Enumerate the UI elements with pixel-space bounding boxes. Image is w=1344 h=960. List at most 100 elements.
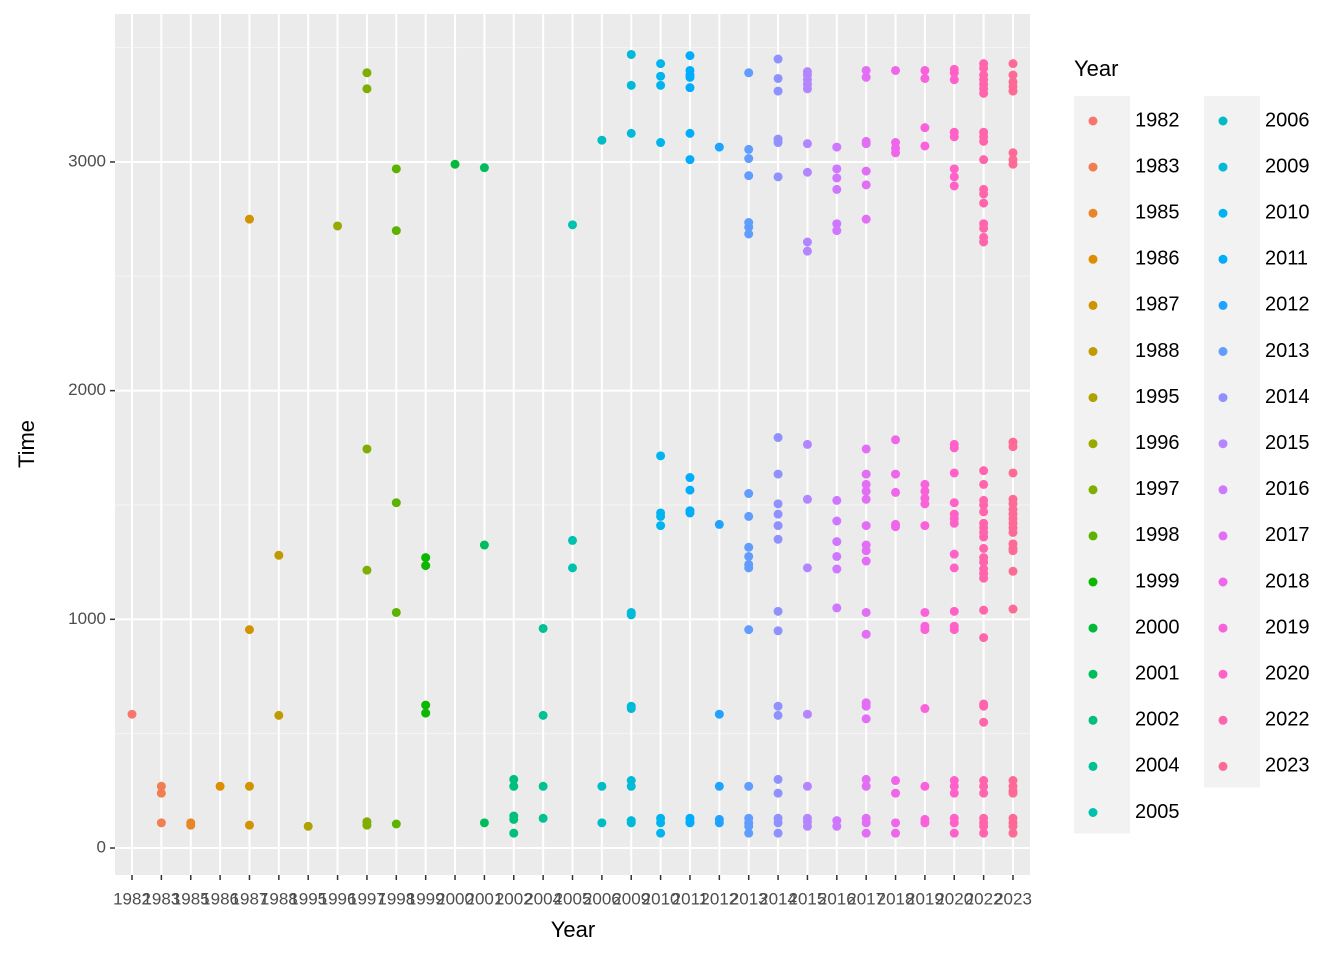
legend-label: 2001 — [1135, 662, 1180, 684]
point — [773, 710, 783, 720]
point — [832, 537, 842, 547]
x-tick-label: 2005 — [554, 889, 592, 908]
point — [979, 821, 989, 831]
point — [861, 139, 871, 149]
legend-label: 2009 — [1265, 155, 1310, 177]
point — [1008, 468, 1018, 478]
point — [861, 72, 871, 82]
x-tick-label: 2016 — [818, 889, 856, 908]
point — [861, 486, 871, 496]
point — [920, 818, 930, 828]
legend-label: 2018 — [1265, 570, 1310, 592]
point — [538, 623, 548, 633]
legend-key — [1218, 439, 1228, 449]
x-tick-label: 2011 — [672, 889, 709, 908]
grid — [115, 14, 1030, 875]
point — [773, 86, 783, 96]
point — [773, 774, 783, 784]
point — [832, 551, 842, 561]
point — [949, 172, 959, 182]
point — [744, 625, 754, 635]
point — [861, 166, 871, 176]
point — [509, 774, 519, 784]
point — [656, 521, 666, 531]
legend-key — [1218, 162, 1228, 172]
point — [949, 443, 959, 453]
point — [949, 788, 959, 798]
legend-key — [1088, 347, 1098, 356]
point — [773, 172, 783, 182]
point — [773, 54, 783, 64]
point — [274, 550, 284, 560]
point — [832, 516, 842, 526]
x-tick-label: 2023 — [994, 889, 1032, 908]
legend-key — [1218, 300, 1228, 310]
legend-key — [1088, 162, 1098, 172]
x-tick-label: 2022 — [965, 889, 1003, 908]
point — [773, 606, 783, 616]
legend-key-bg — [1204, 96, 1260, 788]
point — [626, 80, 636, 90]
legend-key — [1218, 623, 1228, 633]
x-tick-label: 1985 — [172, 889, 210, 908]
point — [744, 781, 754, 791]
point — [773, 521, 783, 531]
x-tick-label: 2017 — [847, 889, 885, 908]
point — [920, 123, 930, 133]
point — [156, 788, 166, 798]
point — [744, 68, 754, 78]
point — [244, 820, 254, 830]
point — [773, 534, 783, 544]
point — [1008, 442, 1018, 452]
point — [861, 774, 871, 784]
point — [949, 518, 959, 528]
point — [861, 65, 871, 75]
point — [979, 788, 989, 798]
point — [773, 788, 783, 798]
point — [891, 487, 901, 497]
point — [744, 144, 754, 154]
point — [979, 155, 989, 165]
point — [1008, 86, 1018, 96]
point — [979, 189, 989, 199]
point — [744, 229, 754, 239]
point — [949, 781, 959, 791]
point — [802, 237, 812, 247]
point — [1008, 546, 1018, 556]
point — [362, 565, 372, 575]
point — [920, 625, 930, 635]
legend-key — [1088, 531, 1098, 541]
x-tick-label: 1987 — [231, 889, 269, 908]
point — [244, 781, 254, 791]
point — [861, 607, 871, 617]
legend-key — [1218, 485, 1228, 495]
point — [773, 509, 783, 519]
legend-label: 1985 — [1135, 201, 1180, 223]
point — [509, 814, 519, 824]
legend-key — [1218, 577, 1228, 587]
legend-key — [1218, 347, 1228, 356]
point — [979, 88, 989, 98]
point — [861, 546, 871, 556]
point — [568, 220, 577, 230]
point — [773, 828, 783, 838]
x-tick-label: 2019 — [906, 889, 944, 908]
point — [509, 828, 519, 838]
point — [773, 469, 783, 479]
point — [949, 606, 959, 616]
legend-key — [1088, 623, 1098, 633]
point — [362, 820, 372, 830]
point — [979, 543, 989, 553]
point — [891, 776, 901, 786]
legend-key — [1218, 254, 1228, 264]
point — [979, 198, 989, 208]
point — [421, 700, 431, 710]
point — [773, 433, 783, 443]
point — [949, 828, 959, 838]
point — [744, 563, 754, 573]
point — [891, 65, 901, 75]
point — [626, 128, 636, 138]
legend-label: 2002 — [1135, 709, 1180, 731]
point — [1008, 821, 1018, 831]
point — [979, 500, 989, 510]
